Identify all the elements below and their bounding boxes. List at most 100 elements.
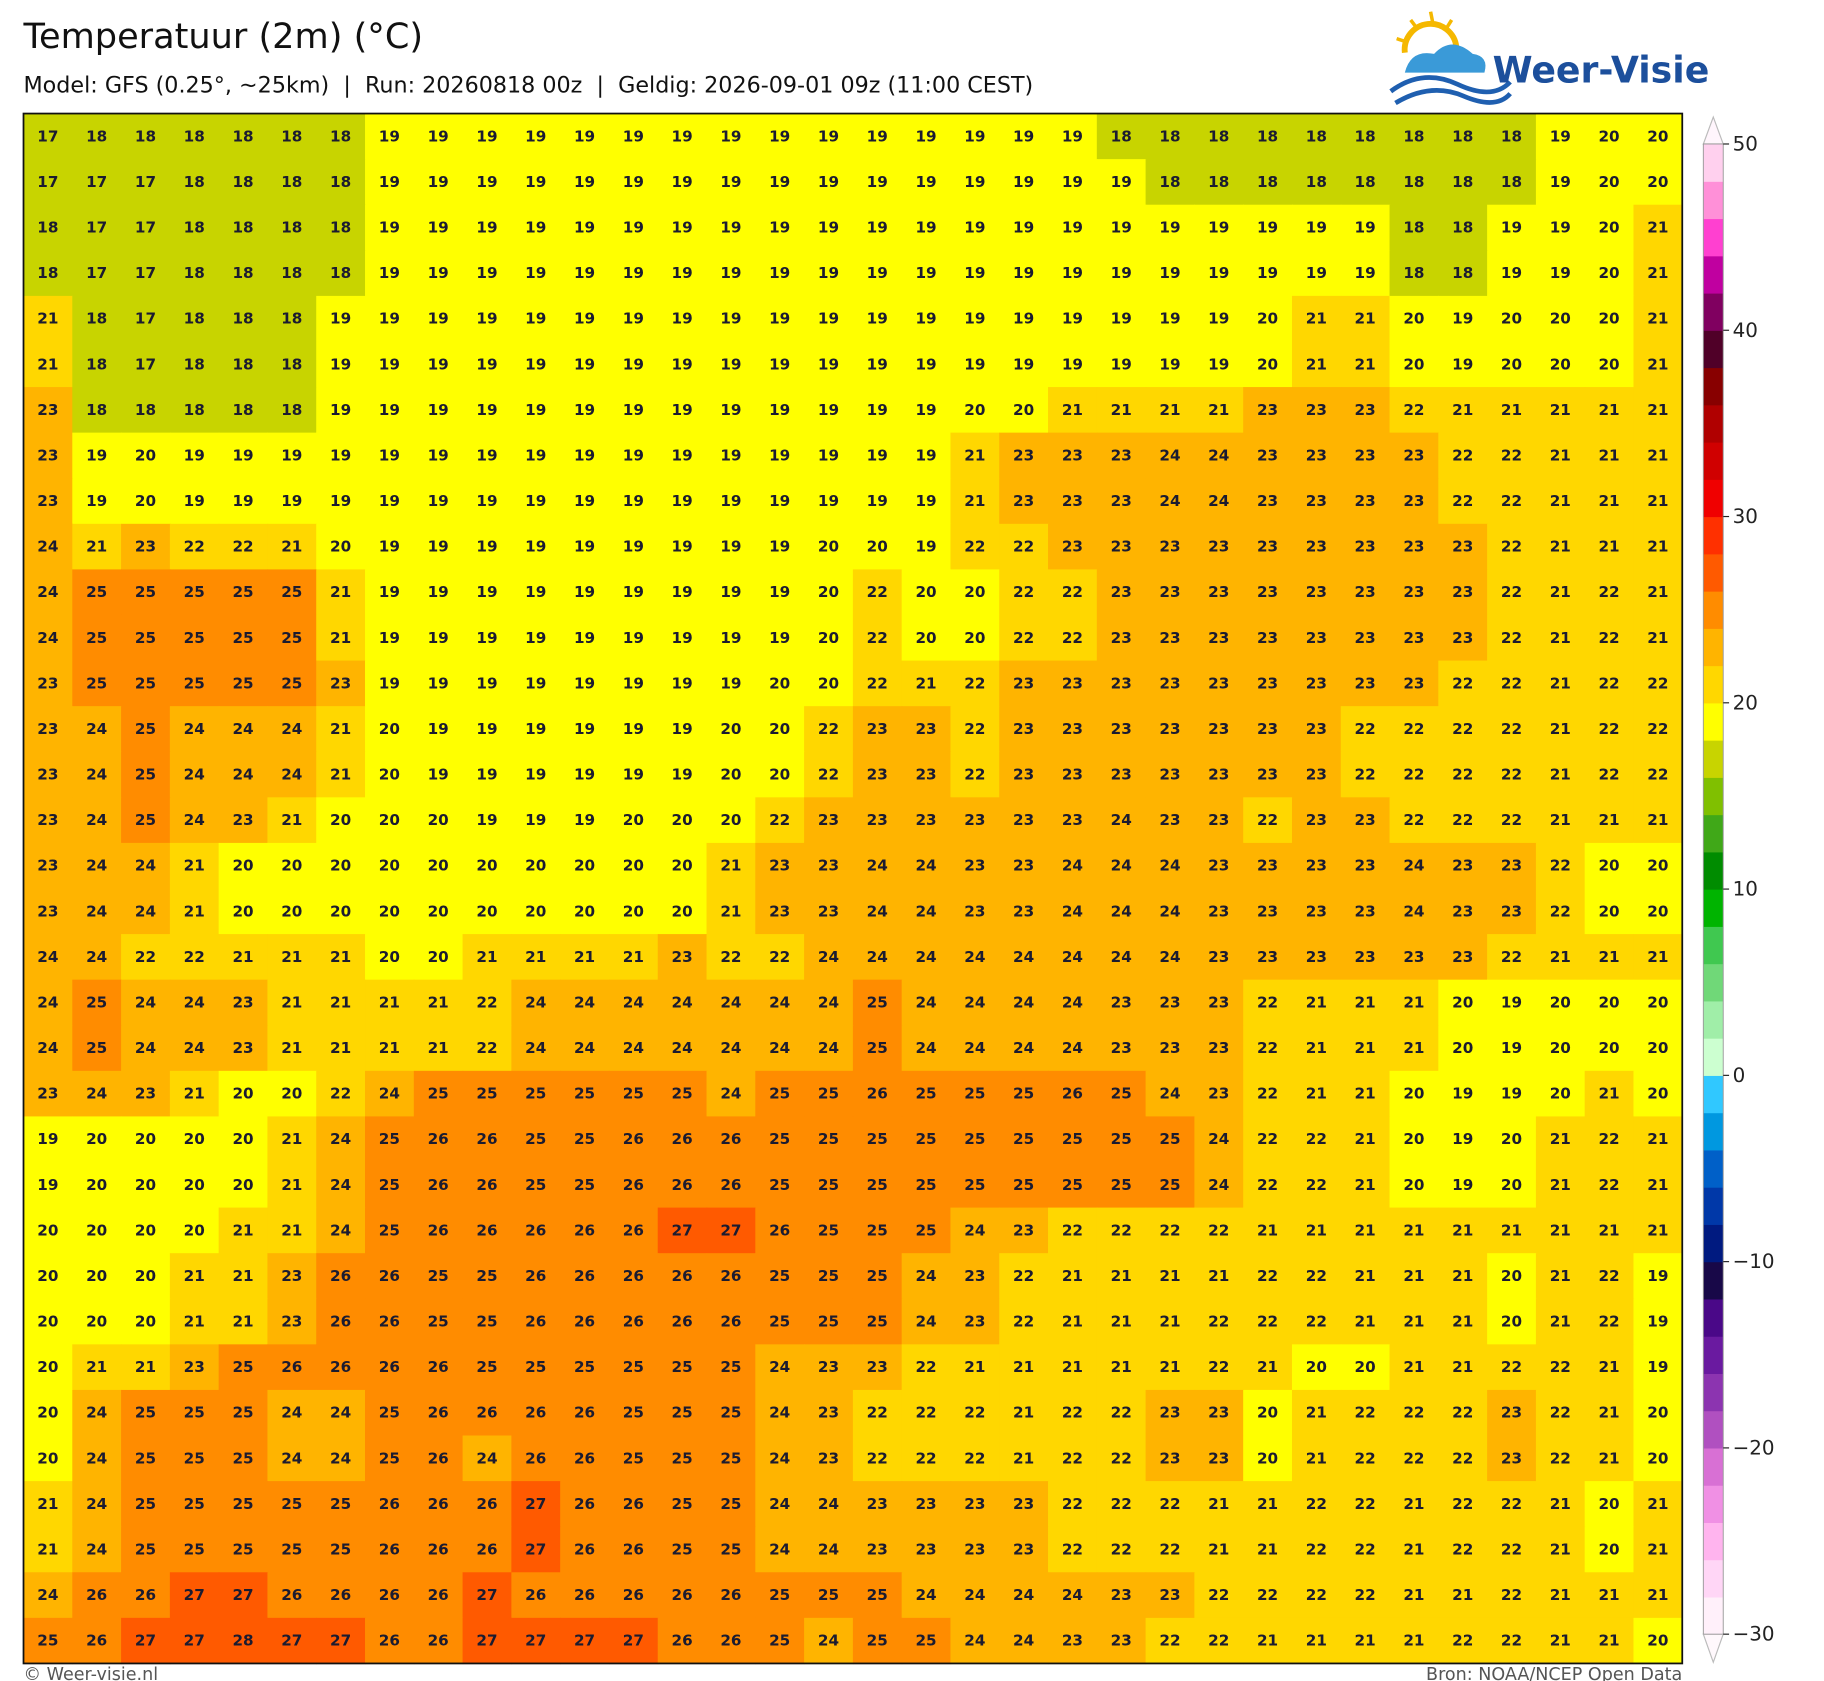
temperature-label: 19 <box>769 583 790 601</box>
temperature-label: 21 <box>1647 219 1668 237</box>
temperature-label: 26 <box>672 1267 693 1285</box>
temperature-cell <box>1535 341 1586 388</box>
temperature-label: 20 <box>574 902 595 920</box>
temperature-cell <box>1291 159 1342 206</box>
temperature-cell <box>1243 706 1293 753</box>
colorbar-band <box>1703 330 1724 369</box>
temperature-label: 22 <box>1647 720 1668 738</box>
temperature-cell <box>1243 751 1293 799</box>
temperature-label: 19 <box>1208 310 1229 328</box>
temperature-cell <box>267 113 317 160</box>
temperature-label: 18 <box>330 127 351 145</box>
temperature-label: 23 <box>1403 446 1424 464</box>
temperature-cell <box>1487 113 1537 160</box>
temperature-cell <box>1389 660 1440 707</box>
temperature-cell <box>657 751 708 799</box>
temperature-label: 20 <box>428 902 449 920</box>
temperature-cell <box>462 295 513 343</box>
temperature-cell <box>316 250 366 297</box>
temperature-cell <box>901 341 952 388</box>
temperature-label: 19 <box>623 219 644 237</box>
temperature-label: 20 <box>1403 1176 1424 1194</box>
temperature-label: 19 <box>476 674 497 692</box>
temperature-cell <box>1291 250 1342 297</box>
temperature-cell <box>852 341 903 388</box>
temperature-cell <box>1291 295 1342 343</box>
temperature-cell <box>1389 706 1440 753</box>
temperature-label: 18 <box>1257 173 1278 191</box>
temperature-label: 18 <box>1306 127 1327 145</box>
temperature-label: 20 <box>1013 401 1034 419</box>
temperature-label: 20 <box>330 857 351 875</box>
temperature-label: 21 <box>184 1267 205 1285</box>
temperature-cell <box>608 478 659 525</box>
footer-right: Bron: NOAA/NCEP Open Data <box>1426 1665 1682 1681</box>
temperature-cell <box>511 478 561 525</box>
temperature-label: 22 <box>964 1449 985 1467</box>
temperature-cell <box>608 204 659 252</box>
temperature-cell <box>804 478 854 525</box>
temperature-cell <box>1243 432 1293 479</box>
temperature-cell <box>1487 478 1537 525</box>
temperature-label: 25 <box>769 1085 790 1103</box>
temperature-label: 19 <box>720 629 741 647</box>
temperature-cell <box>365 706 415 753</box>
temperature-label: 21 <box>1306 310 1327 328</box>
temperature-cell <box>950 614 1000 662</box>
logo: Weer-Visie <box>1389 11 1709 106</box>
temperature-label: 23 <box>1013 811 1034 829</box>
temperature-label: 21 <box>1598 1449 1619 1467</box>
temperature-label: 23 <box>1257 401 1278 419</box>
temperature-label: 21 <box>1306 1449 1327 1467</box>
temperature-label: 23 <box>867 811 888 829</box>
temperature-label: 25 <box>330 1495 351 1513</box>
temperature-label: 25 <box>135 811 156 829</box>
temperature-cell <box>462 159 513 206</box>
temperature-label: 22 <box>1208 1358 1229 1376</box>
temperature-label: 23 <box>1452 629 1473 647</box>
temperature-label: 26 <box>428 1449 449 1467</box>
temperature-label: 23 <box>1355 446 1376 464</box>
temperature-label: 23 <box>1208 538 1229 556</box>
temperature-label: 24 <box>818 1039 839 1057</box>
temperature-cell <box>1145 797 1196 844</box>
temperature-label: 20 <box>769 766 790 784</box>
temperature-label: 19 <box>330 401 351 419</box>
temperature-label: 24 <box>769 1540 790 1558</box>
temperature-label: 20 <box>818 674 839 692</box>
colorbar-band <box>1703 628 1724 667</box>
temperature-label: 24 <box>184 766 205 784</box>
temperature-label: 19 <box>720 492 741 510</box>
temperature-label: 19 <box>769 264 790 282</box>
temperature-label: 26 <box>428 1404 449 1422</box>
temperature-label: 20 <box>1257 1404 1278 1422</box>
temperature-cell <box>1145 523 1196 571</box>
temperature-label: 20 <box>720 766 741 784</box>
temperature-cell <box>1145 250 1196 297</box>
temperature-cell <box>1487 523 1537 571</box>
temperature-cell <box>1145 660 1196 707</box>
temperature-label: 18 <box>184 127 205 145</box>
temperature-label: 25 <box>623 1358 644 1376</box>
temperature-label: 19 <box>1013 127 1034 145</box>
temperature-cell <box>1438 250 1488 297</box>
temperature-cell <box>755 159 805 206</box>
temperature-cell <box>1438 204 1488 252</box>
temperature-label: 22 <box>915 1358 936 1376</box>
temperature-label: 22 <box>867 1404 888 1422</box>
temperature-cell <box>413 159 464 206</box>
temperature-cell <box>852 614 903 662</box>
temperature-label: 22 <box>1647 766 1668 784</box>
temperature-label: 23 <box>867 720 888 738</box>
temperature-cell <box>1535 250 1586 297</box>
colorbar-band <box>1703 442 1724 480</box>
temperature-cell <box>1145 706 1196 753</box>
temperature-label: 23 <box>1159 811 1180 829</box>
temperature-label: 18 <box>1257 127 1278 145</box>
temperature-label: 19 <box>623 720 644 738</box>
temperature-label: 25 <box>1013 1176 1034 1194</box>
temperature-label: 19 <box>720 583 741 601</box>
temperature-label: 21 <box>1013 1449 1034 1467</box>
temperature-label: 19 <box>818 173 839 191</box>
temperature-label: 24 <box>915 948 936 966</box>
